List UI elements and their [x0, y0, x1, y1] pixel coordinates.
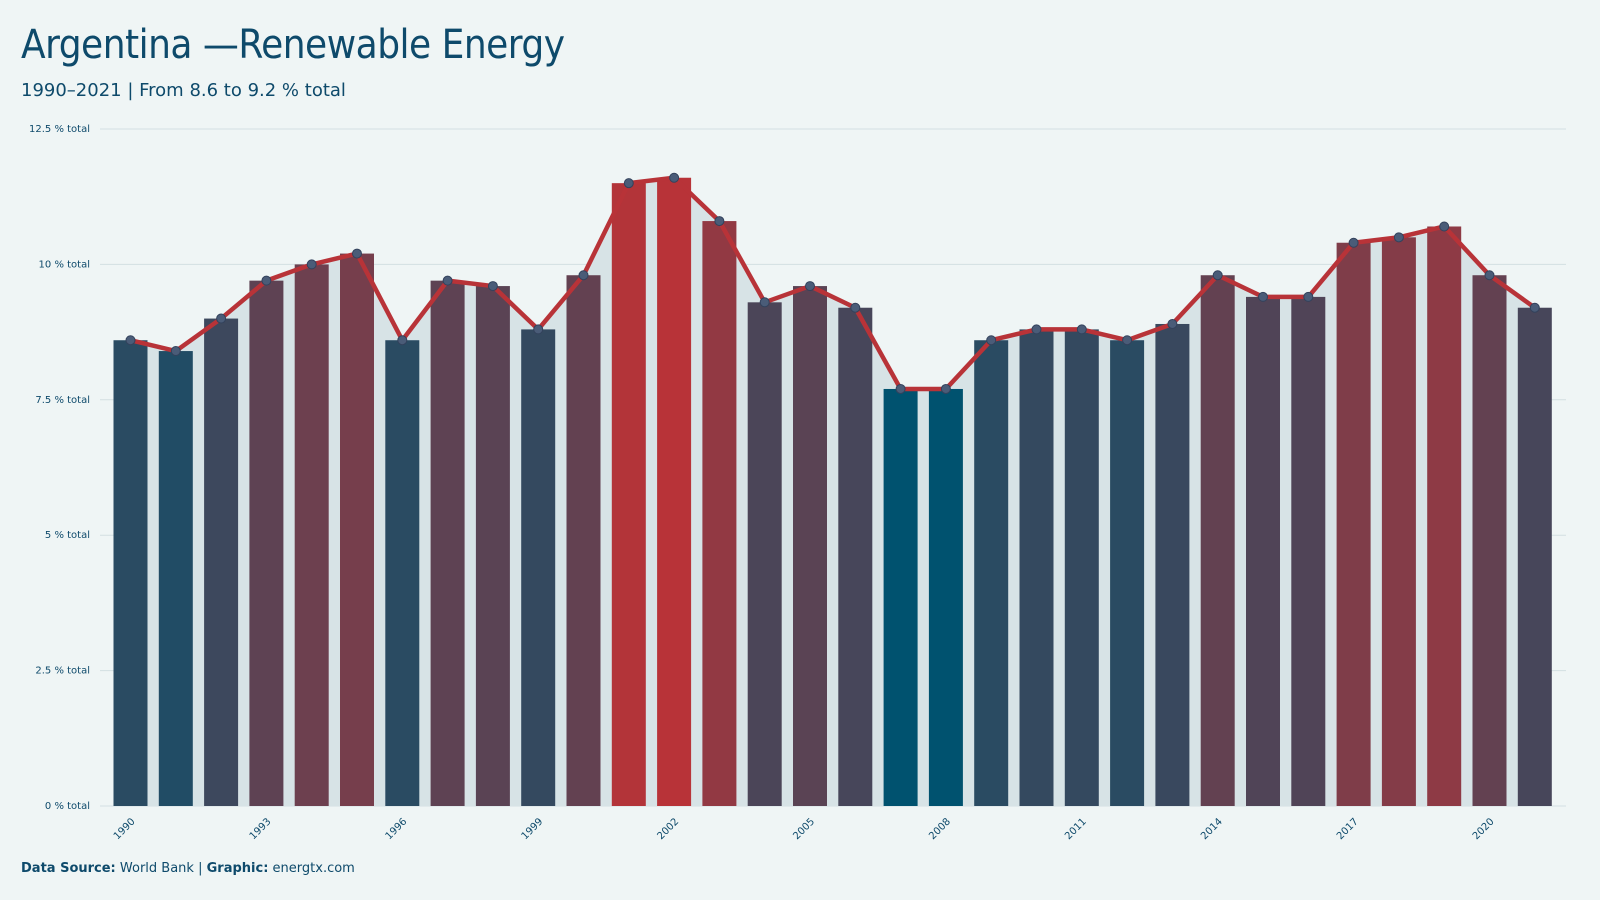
x-tick-label: 1999: [520, 816, 546, 842]
x-tick-label: 2014: [1199, 816, 1225, 842]
y-tick-label: 0 % total: [45, 801, 90, 812]
x-tick-label: 1990: [112, 816, 138, 842]
x-tick-label: 2020: [1471, 816, 1497, 842]
data-point: [623, 178, 634, 189]
data-point: [1484, 270, 1495, 281]
bar: [1336, 242, 1371, 807]
data-point: [895, 383, 906, 394]
bar: [249, 280, 284, 806]
data-point: [442, 275, 453, 286]
bar: [340, 253, 374, 806]
y-tick-label: 10 % total: [39, 259, 90, 270]
bar: [385, 340, 420, 806]
data-point: [1529, 302, 1540, 313]
source-label: Data Source:: [21, 861, 116, 876]
bar: [566, 275, 601, 806]
data-point: [125, 335, 136, 346]
data-point: [1076, 324, 1087, 335]
data-point: [1212, 270, 1223, 281]
bar: [1200, 275, 1235, 806]
data-point: [850, 302, 861, 313]
series-line: [128, 175, 1538, 392]
bar: [204, 318, 239, 806]
x-tick-label: 1996: [384, 816, 410, 842]
data-point: [1258, 291, 1268, 302]
chart-footer: Data Source: World Bank | Graphic: energ…: [21, 861, 355, 876]
bar: [1381, 237, 1416, 806]
bar: [1155, 323, 1190, 806]
bar: [113, 340, 148, 806]
data-point: [306, 259, 317, 270]
data-point: [352, 248, 362, 259]
data-point: [714, 216, 725, 227]
y-tick-label: 2.5 % total: [35, 666, 90, 677]
bar: [793, 286, 827, 807]
bar-layer: [113, 177, 1552, 807]
data-point: [170, 346, 181, 357]
y-tick-label: 7.5 % total: [35, 395, 90, 406]
marker-layer: [125, 172, 1540, 394]
bar: [475, 286, 510, 807]
y-axis-tick-labels: 0 % total 2.5 % total 5 % total 7.5 % total…: [29, 124, 90, 812]
data-point: [1167, 318, 1178, 329]
bar: [1019, 329, 1054, 806]
data-point: [759, 297, 770, 308]
data-point: [1393, 232, 1404, 243]
data-point: [669, 172, 680, 183]
chart-title: Argentina —Renewable Energy: [21, 22, 565, 68]
bar: [158, 351, 193, 806]
data-point: [578, 270, 589, 281]
bar: [1427, 226, 1462, 806]
bar: [521, 329, 556, 806]
bar: [747, 302, 782, 806]
bar: [294, 264, 329, 806]
data-point: [1303, 291, 1314, 302]
graphic-label: Graphic:: [206, 861, 269, 876]
bar: [430, 280, 465, 806]
x-tick-label: 2002: [655, 816, 681, 842]
bar: [1472, 275, 1507, 806]
data-point: [1031, 324, 1042, 335]
data-point: [261, 275, 272, 286]
data-point: [940, 383, 951, 394]
x-tick-label: 2011: [1063, 816, 1089, 842]
x-tick-label: 1993: [248, 816, 274, 842]
bar: [838, 307, 873, 806]
data-point: [533, 324, 544, 335]
data-point: [216, 313, 227, 324]
bar: [1517, 307, 1552, 806]
bar: [611, 183, 646, 806]
bar: [883, 388, 918, 806]
source-value: World Bank: [119, 861, 194, 876]
line-layer: [128, 175, 1538, 392]
data-point: [487, 281, 498, 292]
bar: [1291, 296, 1326, 806]
bar: [974, 340, 1009, 806]
data-point: [1348, 237, 1359, 248]
data-point: [805, 281, 815, 292]
graphic-value: energtx.com: [272, 861, 355, 876]
bar: [657, 177, 692, 806]
data-point: [397, 335, 408, 346]
data-point: [1122, 335, 1133, 346]
bar: [1110, 340, 1145, 806]
bar: [702, 221, 737, 806]
x-tick-label: 2008: [927, 816, 953, 842]
x-tick-label: 2017: [1335, 816, 1361, 842]
x-axis-tick-labels: 1990 1993 1996 1999 2002 2005 2008 2011 2014 2017…: [112, 816, 1497, 842]
footer-separator: |: [198, 861, 203, 876]
chart-subtitle: 1990–2021 | From 8.6 to 9.2 % total: [21, 80, 346, 101]
y-tick-label: 12.5 % total: [29, 124, 90, 135]
bar: [1246, 296, 1280, 806]
data-point: [986, 335, 997, 346]
bar: [928, 388, 963, 806]
x-tick-label: 2005: [791, 816, 817, 842]
y-tick-label: 5 % total: [45, 530, 90, 541]
bar: [1064, 329, 1099, 806]
data-point: [1439, 221, 1450, 232]
